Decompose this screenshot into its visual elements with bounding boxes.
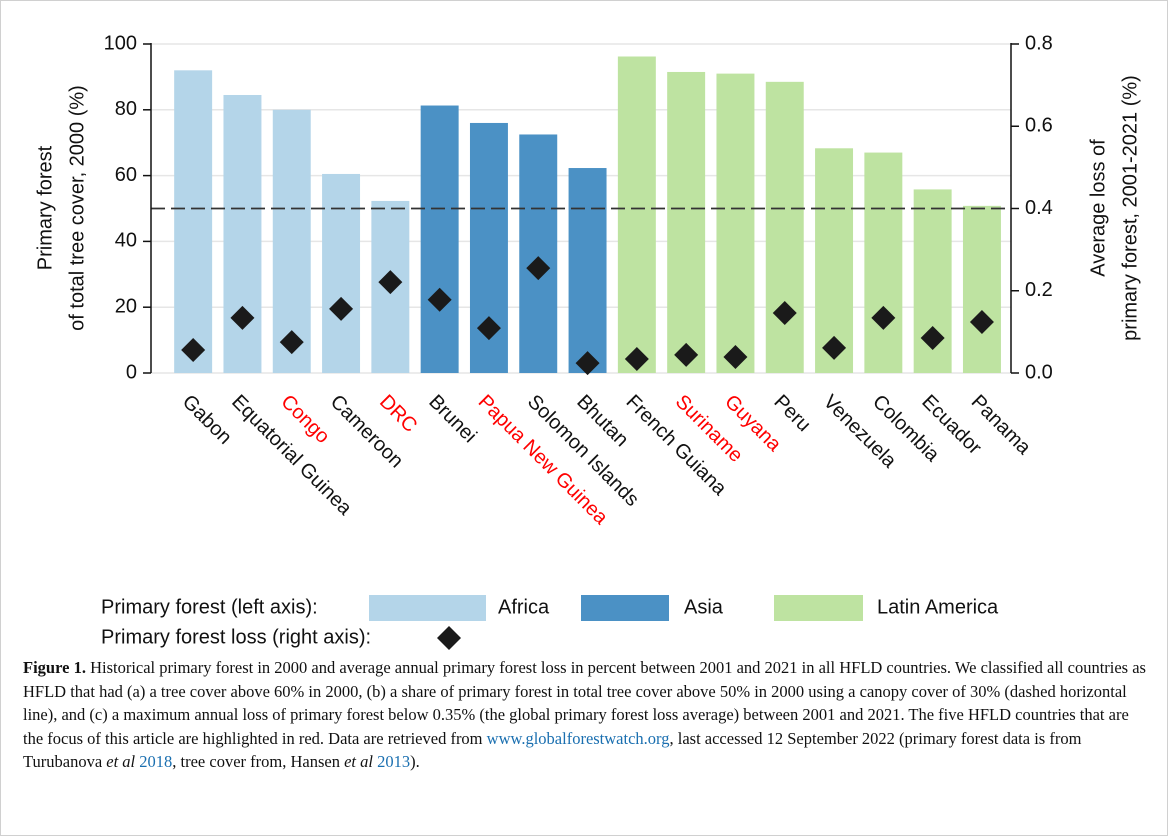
x-tick-label: Brunei (424, 391, 480, 447)
y-tick-label: 100 (104, 32, 137, 54)
bar (519, 134, 558, 373)
legend-header: Primary forest (left axis): (101, 596, 318, 618)
caption-text: , last accessed 12 September 2022 (prima… (23, 728, 1082, 772)
legend-swatch (581, 595, 669, 621)
legend-swatch (774, 595, 863, 621)
y2-tick-label: 0.0 (1025, 361, 1053, 383)
bar (420, 105, 459, 373)
y-tick-label: 40 (115, 230, 137, 252)
y-tick-label: 80 (115, 98, 137, 120)
bar (617, 56, 656, 373)
loss-marker (329, 296, 354, 321)
caption-text: et al (106, 752, 136, 771)
loss-marker (624, 347, 649, 372)
x-tick-label: Gabon (178, 391, 236, 449)
bar (716, 73, 755, 374)
legend-label: Asia (684, 596, 724, 618)
caption-text[interactable]: www.globalforestwatch.org (486, 728, 670, 748)
bar (322, 173, 361, 373)
loss-marker (476, 316, 501, 341)
loss-marker (920, 326, 945, 351)
bar (815, 148, 854, 373)
y2-axis-title: primary forest, 2001-2021 (%) (1119, 75, 1141, 341)
loss-marker (674, 342, 699, 367)
bar (962, 205, 1001, 373)
bar (223, 94, 262, 374)
loss-marker (575, 351, 600, 376)
loss-marker (772, 300, 797, 325)
loss-marker (871, 305, 896, 330)
bar (765, 81, 804, 374)
loss-marker (969, 310, 994, 335)
caption-text: Historical primary forest in 2000 and av… (23, 658, 1146, 748)
chart: 0 20 40 60 80 100 0.0 0.2 0.4 0.6 0.8 Primary fores… (34, 32, 1141, 650)
caption-text[interactable]: 2018 (139, 752, 173, 771)
loss-marker (279, 330, 304, 355)
bar (568, 168, 607, 373)
legend-header: Primary forest loss (right axis): (101, 626, 371, 648)
caption: Figure 1. Historical primary forest in 2… (23, 656, 1148, 774)
y2-axis-title: Average loss of (1087, 139, 1109, 277)
bar (174, 70, 213, 373)
legend-label: Africa (498, 596, 550, 618)
caption-label: Figure 1. (23, 658, 86, 677)
loss-marker (427, 287, 452, 312)
caption-text: , tree cover from, Hansen (172, 752, 345, 771)
y-axis-title: Primary forest (34, 145, 56, 270)
bar (272, 109, 311, 374)
legend-marker (437, 626, 461, 650)
loss-marker (822, 335, 847, 360)
caption-text: et al (344, 752, 373, 771)
bar (667, 71, 706, 373)
y2-tick-label: 0.8 (1025, 32, 1053, 54)
loss-marker (723, 344, 748, 369)
y2-tick-label: 0.2 (1025, 279, 1053, 301)
bar (864, 152, 903, 373)
x-tick-label: DRC (375, 391, 421, 437)
legend-swatch (369, 595, 486, 621)
y2-tick-label: 0.4 (1025, 197, 1053, 219)
y-tick-label: 60 (115, 164, 137, 186)
caption-text: ). (410, 752, 420, 771)
y-axis-title: of total tree cover, 2000 (%) (66, 85, 88, 331)
y-tick-label: 0 (126, 361, 137, 383)
loss-marker (181, 337, 206, 362)
loss-marker (526, 256, 551, 281)
y-tick-label: 20 (115, 295, 137, 317)
legend-label: Latin America (877, 596, 999, 618)
x-tick-label: Peru (769, 391, 814, 436)
y2-tick-label: 0.6 (1025, 115, 1053, 137)
caption-text[interactable]: 2013 (377, 752, 411, 771)
loss-marker (230, 305, 255, 330)
loss-marker (378, 270, 403, 295)
